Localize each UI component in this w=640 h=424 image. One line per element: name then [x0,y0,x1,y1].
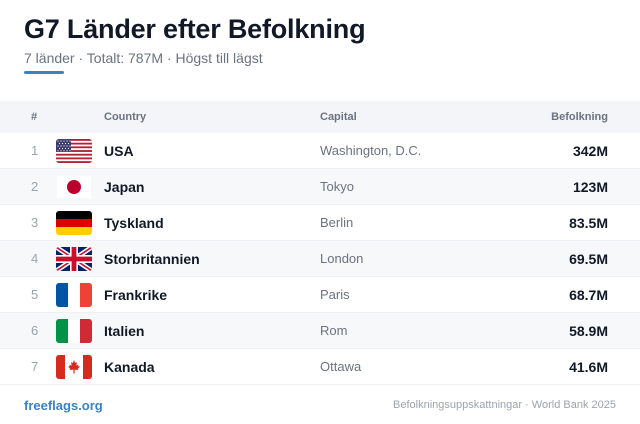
it-flag-icon [56,318,92,343]
column-header-rank: # [31,111,38,123]
row-country: Japan [104,178,145,195]
population-table: # Country Capital Befolkning 1 [0,101,640,385]
de-flag-icon [56,210,92,235]
row-country: Storbritannien [104,250,200,267]
table-row: 4 Storbritannien London 69.5M [0,241,640,277]
column-header-population: Befolkning [551,111,608,123]
row-capital: Paris [320,287,350,302]
row-rank: 4 [31,251,39,266]
column-header-capital: Capital [320,111,357,123]
us-flag-icon [56,138,92,163]
table-row: 3 Tyskland Berlin 83.5M [0,205,640,241]
row-capital: Rom [320,323,348,338]
row-capital: Ottawa [320,359,362,374]
row-population: 342M [572,142,608,159]
page-subtitle: 7 länder · Totalt: 787M · Högst till läg… [24,50,263,66]
row-population: 41.6M [569,358,608,375]
title-accent-divider [24,71,64,74]
table-row: 6 Italien Rom 58.9M [0,313,640,349]
row-capital: London [320,251,364,266]
row-country: Frankrike [104,286,168,303]
brand-link[interactable]: freeflags.org [24,398,103,413]
row-country: Kanada [104,358,155,375]
table-row: 7 Kanada Ottawa 41.6M [0,349,640,385]
row-population: 83.5M [569,214,608,231]
row-rank: 5 [31,287,39,302]
row-rank: 2 [31,179,39,194]
table-row: 1 USA Washington, D [0,133,640,169]
row-rank: 3 [31,215,39,230]
row-country: USA [104,142,134,159]
row-population: 123M [572,178,608,195]
jp-flag-icon [56,174,92,199]
table-row: 2 Japan Tokyo 123M [0,169,640,205]
row-population: 68.7M [569,286,608,303]
table-header: # Country Capital Befolkning [0,101,640,133]
gb-flag-icon [56,246,92,271]
row-capital: Washington, D.C. [320,143,422,158]
page-title: G7 Länder efter Befolkning [24,14,366,44]
row-rank: 1 [31,143,39,158]
row-capital: Berlin [320,215,354,230]
row-population: 58.9M [569,322,608,339]
row-population: 69.5M [569,250,608,267]
row-rank: 6 [31,323,39,338]
table-row: 5 Frankrike Paris 68.7M [0,277,640,313]
source-note: Befolkningsuppskattningar · World Bank 2… [393,399,616,411]
row-country: Italien [104,322,145,339]
fr-flag-icon [56,282,92,307]
row-capital: Tokyo [320,179,354,194]
column-header-country: Country [104,111,147,123]
ca-flag-icon [56,354,92,379]
row-country: Tyskland [104,214,164,231]
row-rank: 7 [31,359,39,374]
